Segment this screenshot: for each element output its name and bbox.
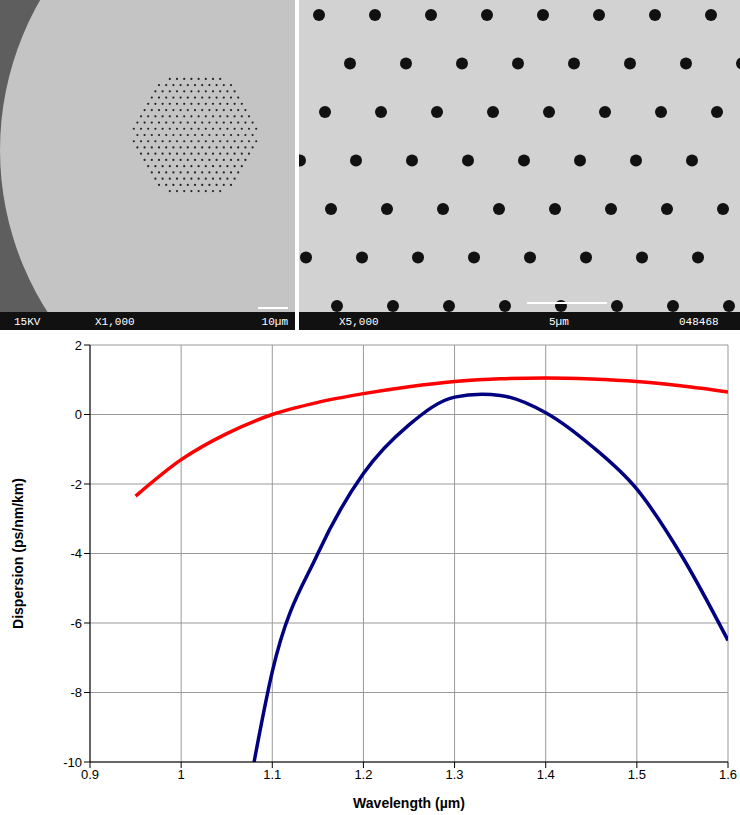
svg-text:10µm: 10µm xyxy=(262,316,289,328)
svg-text:1.3: 1.3 xyxy=(446,767,464,782)
svg-text:048468: 048468 xyxy=(679,316,719,328)
svg-text:Dispersion (ps/nm/km): Dispersion (ps/nm/km) xyxy=(10,478,26,629)
svg-text:0: 0 xyxy=(75,407,82,422)
svg-text:-6: -6 xyxy=(70,616,82,631)
svg-text:1.6: 1.6 xyxy=(719,767,737,782)
svg-text:1.4: 1.4 xyxy=(537,767,555,782)
svg-text:Wavelength (µm): Wavelength (µm) xyxy=(353,795,465,811)
svg-text:2: 2 xyxy=(75,338,82,353)
svg-text:-8: -8 xyxy=(70,685,82,700)
svg-text:15KV: 15KV xyxy=(14,316,41,328)
svg-text:5µm: 5µm xyxy=(549,316,569,328)
svg-text:-4: -4 xyxy=(70,546,82,561)
svg-text:X5,000: X5,000 xyxy=(339,316,379,328)
svg-text:-10: -10 xyxy=(63,755,82,770)
svg-text:0.9: 0.9 xyxy=(81,767,99,782)
svg-text:-2: -2 xyxy=(70,477,82,492)
svg-text:1.2: 1.2 xyxy=(354,767,372,782)
svg-text:1.5: 1.5 xyxy=(628,767,646,782)
svg-text:1: 1 xyxy=(178,767,185,782)
svg-text:1.1: 1.1 xyxy=(263,767,281,782)
svg-text:X1,000: X1,000 xyxy=(95,316,135,328)
